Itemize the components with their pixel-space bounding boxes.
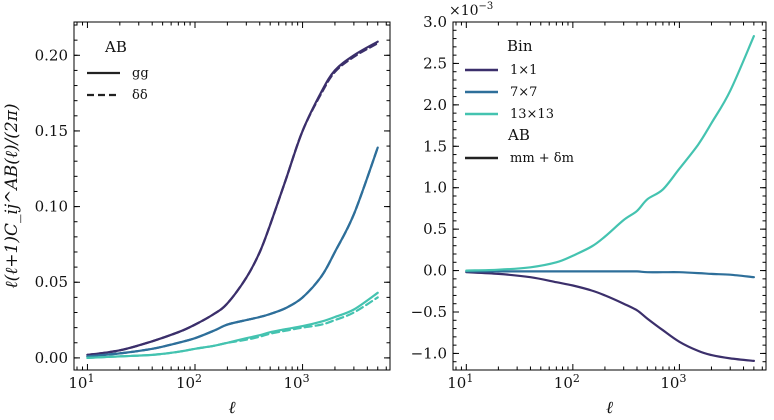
right-y-tick-label: 0.0 [423,262,447,280]
right-y-tick-label: 2.5 [423,54,447,72]
left-y-tick-label: 0.20 [35,46,68,64]
right-legend-label-ab: mm + δm [510,151,574,166]
right-legend-title: Bin [507,37,533,55]
right-y-tick-label: 1.0 [423,179,447,197]
right-x-tick-label: 103 [660,372,686,392]
right-chart-panel: 101 102 103 −1.0 −0.5 0.0 0.5 1.0 1.5 2.0 2.5 3.0 ℓ ×… [411,1,767,418]
left-x-tick-label: 101 [68,372,94,392]
right-series-13-13 [465,35,755,272]
right-legend-label: 13×13 [510,107,554,122]
right-legend-title-2: AB [507,126,530,144]
left-legend: AB gg δδ [87,38,149,103]
left-y-tick-label: 0.00 [35,349,68,367]
right-plot-frame [452,21,767,371]
right-y-tick-label: 2.0 [423,96,447,114]
left-series-7-7- [86,146,379,358]
left-legend-title: AB [104,38,127,56]
right-y-tick-label: 3.0 [423,13,447,31]
left-series-1-1-gg [86,40,379,356]
left-x-axis-title: ℓ [228,398,235,418]
right-y-tick-label: −0.5 [411,303,447,321]
left-y-tick-label: 0.10 [35,198,68,216]
left-series-1-1- [86,42,379,356]
right-legend-label: 1×1 [510,63,537,78]
right-y-tick-label: 0.5 [423,220,447,238]
right-y-ticks [453,21,766,363]
right-y-scale-label: ×10−3 [449,1,493,19]
left-x-ticks [76,22,387,370]
right-series-lines [465,35,755,362]
left-y-tick-label: 0.05 [35,273,68,291]
right-x-ticks [455,22,763,370]
right-x-axis-title: ℓ [606,398,613,418]
left-y-ticks [74,24,390,359]
left-series-lines [86,40,379,359]
left-y-axis-title: ℓ(ℓ+1)C_ij^AB(ℓ)/(2π) [2,103,22,288]
right-y-tick-label: 1.5 [423,137,447,155]
right-series-7-7 [465,270,755,279]
left-chart-panel: 101 102 103 0.00 0.05 0.10 0.15 0.20 ℓ ℓ(ℓ+1)C_ij… [2,21,391,418]
right-legend: Bin 1×1 7×7 13×13 AB mm + δm [465,37,574,166]
right-x-tick-label: 102 [554,372,580,392]
right-series-1-1 [465,271,755,362]
left-y-tick-label: 0.15 [35,122,68,140]
right-y-tick-label: −1.0 [411,344,447,362]
right-x-tick-label: 101 [447,372,473,392]
left-legend-label: gg [132,66,149,81]
left-legend-label: δδ [132,88,148,103]
left-x-tick-label: 102 [176,372,202,392]
right-legend-label: 7×7 [510,85,537,100]
left-plot-frame [73,21,391,371]
left-series-13-13- [86,296,379,359]
left-x-tick-label: 103 [284,372,310,392]
